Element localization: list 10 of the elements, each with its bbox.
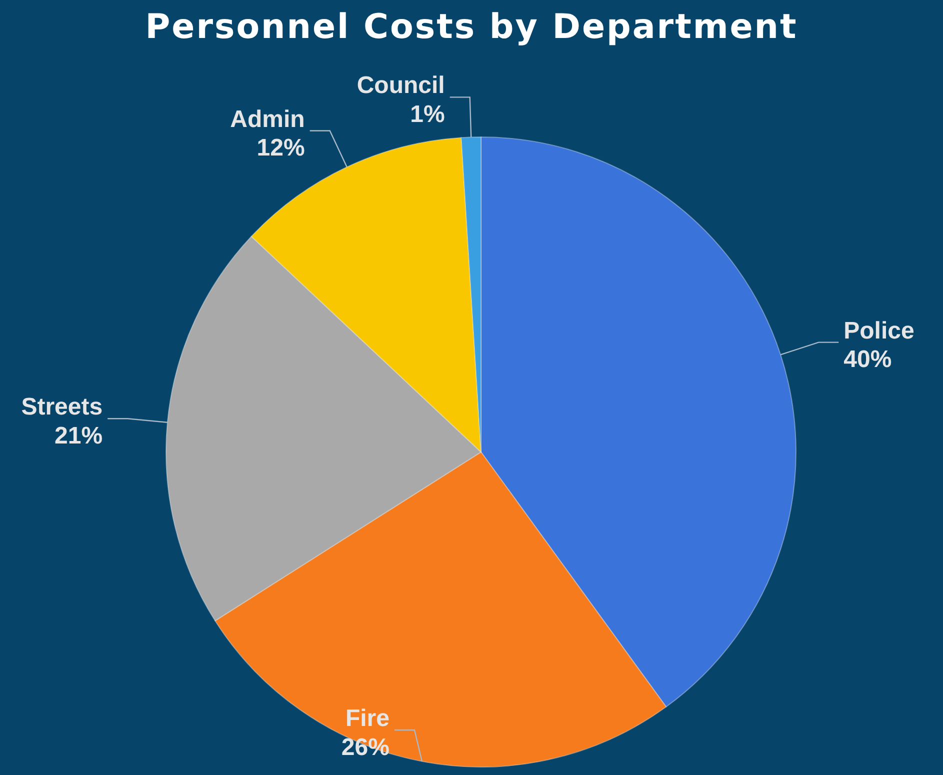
slice-label: Council <box>356 72 445 100</box>
slice-label: Police <box>844 317 914 344</box>
data-label: 1% <box>410 100 445 128</box>
data-label: 21% <box>54 422 103 450</box>
slice-label: Admin <box>230 106 305 133</box>
slice-label: Fire <box>345 705 390 732</box>
slice-label: Streets <box>21 394 103 421</box>
data-label: 40% <box>844 346 892 374</box>
chart-title: Personnel Costs by Department <box>145 7 798 47</box>
data-label: 12% <box>256 134 305 162</box>
